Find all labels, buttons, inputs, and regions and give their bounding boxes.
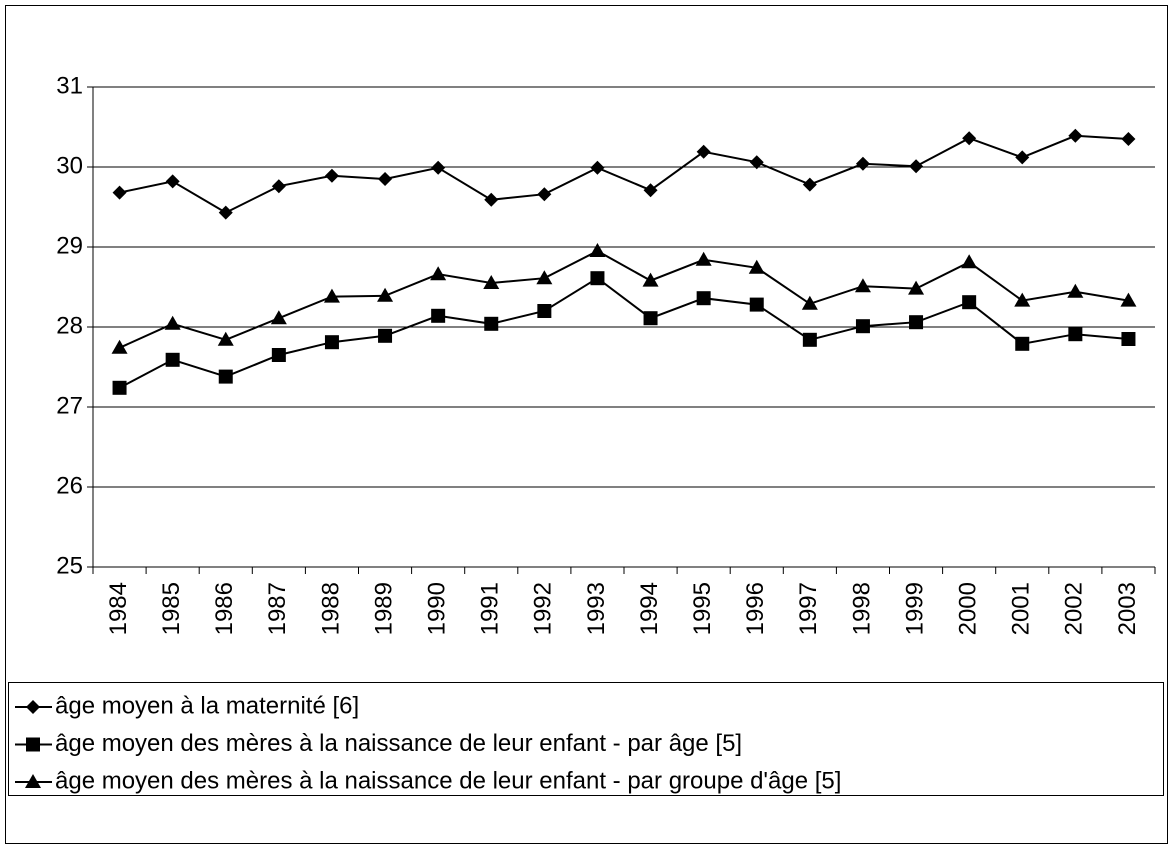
x-tick-label: 1987 <box>264 582 291 635</box>
marker <box>165 174 180 189</box>
marker <box>324 335 339 350</box>
marker <box>1068 327 1083 342</box>
marker <box>589 243 606 257</box>
x-tick-label: 1990 <box>423 582 450 635</box>
legend-label: âge moyen des mères à la naissance de le… <box>55 767 841 794</box>
x-tick-label: 1986 <box>211 582 238 635</box>
marker <box>430 266 447 281</box>
marker <box>270 310 287 325</box>
legend-marker <box>25 774 41 788</box>
marker <box>1068 128 1083 143</box>
marker <box>696 144 711 159</box>
marker <box>218 369 233 384</box>
x-tick-label: 1985 <box>158 582 185 635</box>
marker <box>378 328 393 343</box>
marker <box>431 160 446 175</box>
x-tick-label: 1996 <box>742 582 769 635</box>
x-tick-label: 1995 <box>689 582 716 635</box>
series-line <box>119 276 1129 389</box>
marker <box>536 270 553 285</box>
x-tick-label: 1994 <box>636 582 663 635</box>
marker <box>217 331 234 346</box>
marker <box>271 348 286 362</box>
marker <box>164 315 181 330</box>
marker <box>696 291 711 306</box>
marker <box>323 288 340 303</box>
marker <box>748 259 765 274</box>
marker <box>908 280 925 295</box>
marker <box>271 179 286 194</box>
marker <box>801 295 818 310</box>
marker <box>590 160 605 175</box>
marker <box>378 172 393 186</box>
marker <box>112 380 127 395</box>
x-tick-label: 2003 <box>1114 582 1141 635</box>
y-tick-label: 30 <box>56 152 83 179</box>
marker <box>165 352 180 367</box>
marker <box>802 177 817 192</box>
x-tick-label: 2002 <box>1061 582 1088 635</box>
marker <box>1121 332 1136 346</box>
marker <box>642 272 659 287</box>
x-tick-label: 1998 <box>848 582 875 635</box>
x-tick-label: 1999 <box>901 582 928 635</box>
x-tick-label: 1991 <box>477 582 504 635</box>
y-tick-label: 28 <box>56 312 83 339</box>
marker <box>484 316 499 331</box>
marker <box>643 311 658 326</box>
marker <box>1120 292 1137 307</box>
marker <box>695 251 712 266</box>
y-tick-label: 27 <box>56 392 83 419</box>
legend-label: âge moyen des mères à la naissance de le… <box>55 730 742 757</box>
marker <box>1014 292 1031 307</box>
marker <box>484 192 499 207</box>
legend-box <box>8 682 1164 796</box>
marker <box>431 308 446 323</box>
x-tick-label: 1988 <box>317 582 344 635</box>
marker <box>112 185 127 200</box>
marker <box>111 339 128 354</box>
x-tick-label: 1993 <box>583 582 610 635</box>
marker <box>1015 150 1030 165</box>
legend-marker <box>26 737 40 752</box>
y-tick-label: 29 <box>56 232 83 259</box>
marker <box>749 297 764 312</box>
marker <box>1067 283 1084 298</box>
x-tick-label: 1992 <box>530 582 557 635</box>
marker <box>1015 336 1030 351</box>
marker <box>324 168 339 183</box>
y-tick-label: 26 <box>56 472 83 499</box>
marker <box>909 315 924 330</box>
series-line <box>119 134 1129 214</box>
marker <box>590 271 605 286</box>
series-line <box>119 249 1129 349</box>
marker <box>537 304 552 318</box>
marker <box>962 295 977 310</box>
marker <box>962 131 977 146</box>
x-tick-label: 2000 <box>954 582 981 635</box>
marker <box>855 319 870 334</box>
x-tick-label: 1989 <box>370 582 397 635</box>
x-tick-label: 1984 <box>105 582 132 635</box>
marker <box>749 155 764 170</box>
marker <box>377 287 394 302</box>
x-tick-label: 1997 <box>795 582 822 635</box>
legend-label: âge moyen à la maternité [6] <box>55 692 359 719</box>
marker <box>802 332 817 347</box>
marker <box>854 278 871 293</box>
marker <box>218 205 233 220</box>
x-tick-label: 2001 <box>1008 582 1035 635</box>
y-tick-label: 25 <box>56 552 83 579</box>
marker <box>1121 132 1136 146</box>
y-tick-label: 31 <box>56 72 83 99</box>
marker <box>537 187 552 202</box>
marker <box>483 275 500 289</box>
marker <box>643 183 658 198</box>
marker <box>855 156 870 171</box>
legend-marker <box>26 700 40 714</box>
marker <box>909 159 924 174</box>
marker <box>961 254 978 269</box>
